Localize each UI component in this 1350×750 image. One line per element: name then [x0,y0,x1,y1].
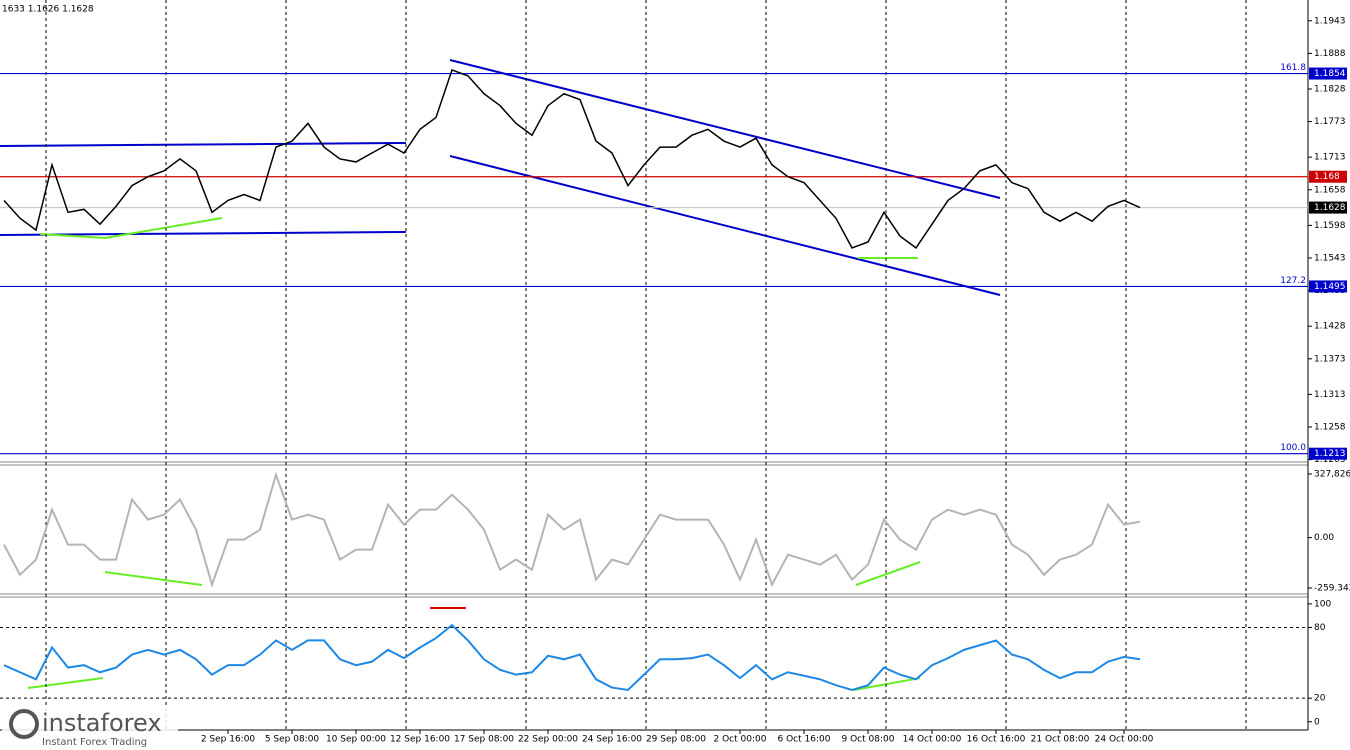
y-tick-label: 1.1428 [1314,322,1346,332]
divergence-line [855,561,921,586]
x-tick-label: 2 Sep 16:00 [201,735,256,745]
x-tick-label: 10 Sep 00:00 [326,735,386,745]
divergence-line [104,217,223,239]
header: 1633 1.1626 1.1628 [2,5,94,15]
x-tick-label: 22 Sep 00:00 [518,735,578,745]
divergence-line [853,677,921,691]
fib-level-box [1309,67,1347,80]
y-tick-label: 1.1888 [1314,49,1346,59]
x-tick-label: 17 Sep 08:00 [454,735,514,745]
y-tick-label: 1.1258 [1314,423,1346,433]
x-tick-label: 14 Oct 00:00 [903,735,962,745]
fib-level-value: 1.1854 [1314,69,1346,79]
fib-label: 127.2 [1280,276,1306,286]
y-tick-label: -259.342 [1314,583,1350,593]
divergence-line [39,233,106,239]
x-tick-label: 6 Oct 16:00 [778,735,831,745]
fib-level-value: 1.1213 [1314,449,1346,459]
series-line [3,623,1141,691]
x-tick-label: 29 Sep 08:00 [646,735,706,745]
fib-level-box [1309,447,1347,460]
series-line [3,471,1141,588]
y-tick-label: 1.1658 [1314,185,1346,195]
fib-level-value: 1.1495 [1314,282,1346,292]
fib-label: 100.0 [1280,443,1306,453]
y-tick-label: 1.1828 [1314,84,1346,94]
resistance-line-value: 1.168 [1314,172,1340,182]
x-tick-label: 24 Sep 16:00 [582,735,642,745]
fib-label: 161.8 [1280,63,1306,73]
x-tick-label: 21 Oct 08:00 [1031,735,1090,745]
x-tick-label: 9 Oct 08:00 [842,735,895,745]
y-tick-label: 1.1543 [1314,253,1346,263]
divergence-line [27,677,104,689]
watermark-logo [9,709,39,739]
support-line [0,231,407,236]
fib-level-box [1309,280,1347,293]
watermark-tagline: Instant Forex Trading [42,737,147,748]
y-tick-label: 1.1598 [1314,221,1346,231]
last-price-value: 1.1628 [1314,203,1346,213]
resistance-line-box [1309,170,1347,183]
y-tick-label: 0.00 [1314,533,1334,543]
watermark-brand: instaforex [42,709,162,737]
support-line [0,142,407,147]
y-tick-label: 80 [1314,623,1326,633]
y-tick-label: 1.1943 [1314,16,1346,26]
x-tick-label: 2 Oct 00:00 [714,735,767,745]
x-tick-label: 12 Sep 16:00 [390,735,450,745]
x-tick-label: 16 Oct 16:00 [967,735,1026,745]
series-line [3,69,1141,249]
y-tick-label: 1.1373 [1314,354,1346,364]
last-price-box [1309,201,1347,214]
y-tick-label: 1.1203 [1314,455,1346,465]
drawings [0,0,1309,731]
channel-line [449,155,1001,296]
y-tick-label: 1.1313 [1314,390,1346,400]
x-tick-label: 24 Oct 00:00 [1095,735,1154,745]
divergence-line [104,571,203,586]
y-tick-label: 100 [1314,599,1331,609]
y-tick-label: 20 [1314,694,1326,704]
y-tick-label: 327,826 [1314,469,1350,479]
y-tick-label: 0 [1314,717,1320,727]
channel-line [449,59,1001,199]
x-tick-label: 5 Sep 08:00 [265,735,320,745]
y-tick-label: 1.1713 [1314,153,1346,163]
y-tick-label: 1.1773 [1314,117,1346,127]
